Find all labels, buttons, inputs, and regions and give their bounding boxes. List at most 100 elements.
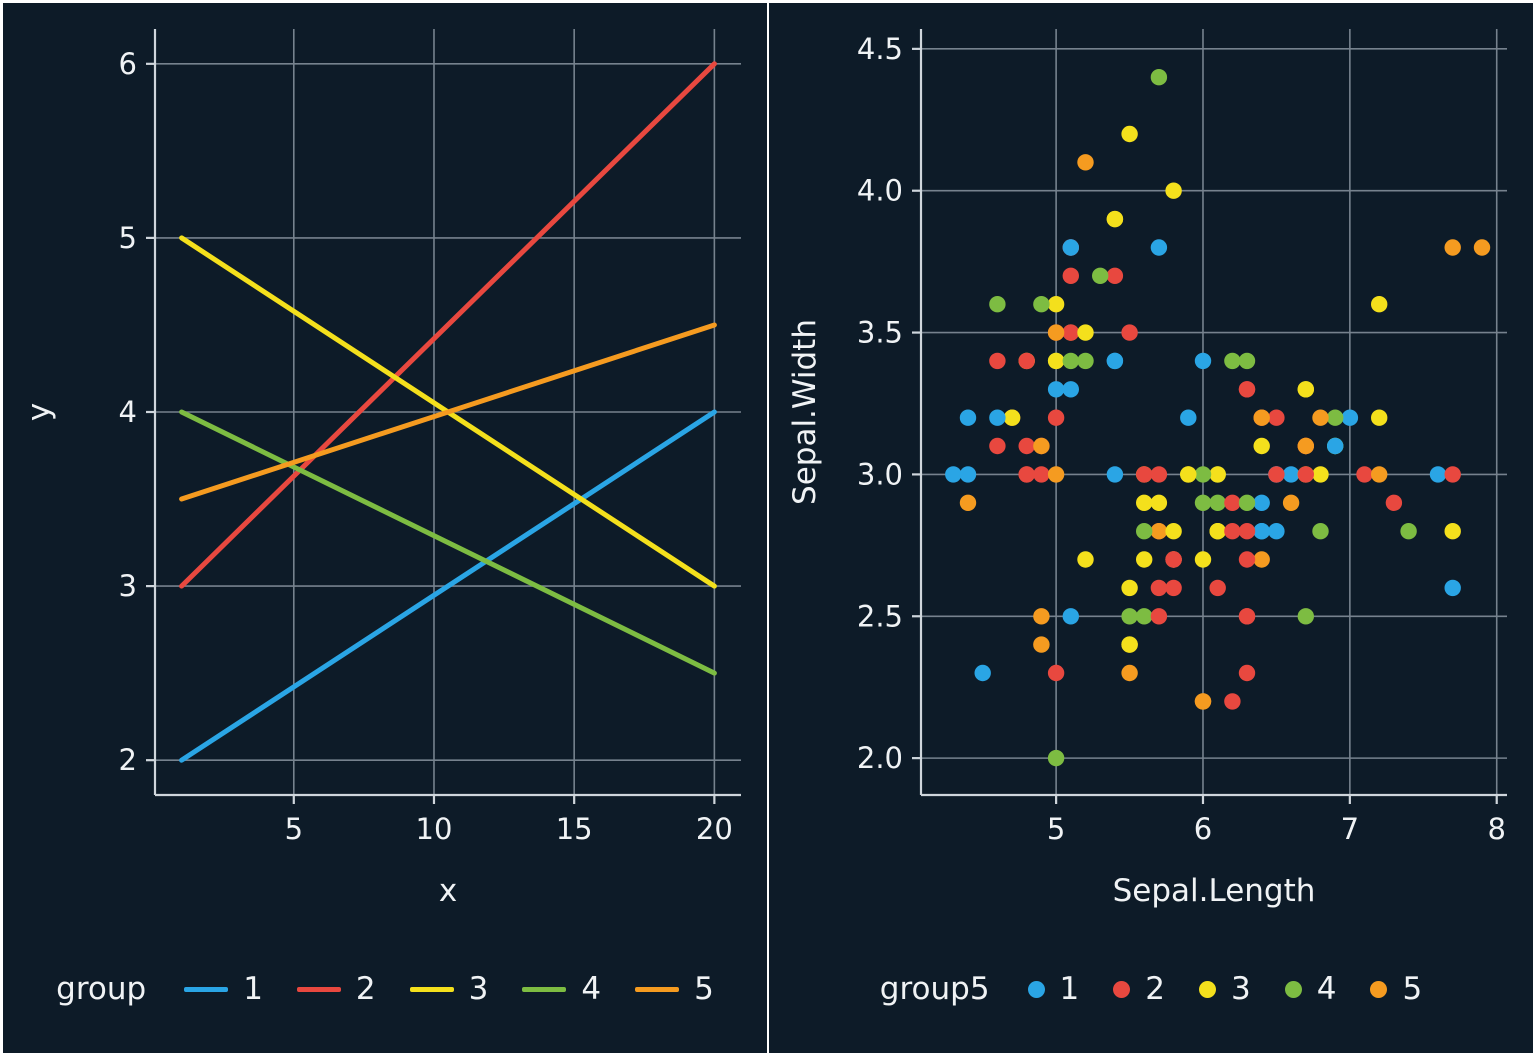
legend-item-label: 1 — [243, 971, 263, 1007]
scatter-point — [1150, 239, 1168, 256]
scatter-point — [1150, 466, 1168, 483]
scatter-point — [1312, 466, 1329, 483]
legend-line-swatch — [635, 986, 680, 992]
legend-item-2: 2 — [296, 971, 376, 1007]
scatter-point — [1268, 466, 1285, 483]
legend-line-swatch — [184, 986, 229, 992]
scatter-point — [1077, 352, 1094, 370]
y-axis-title: Sepal.Width — [787, 319, 823, 505]
scatter-point — [1047, 466, 1065, 483]
y-tick-label: 2.5 — [857, 599, 903, 633]
legend-line-swatch — [522, 986, 567, 992]
legend-item-label: 4 — [581, 971, 602, 1007]
scatter-point — [1136, 494, 1153, 511]
legend-item-3: 3 — [409, 971, 489, 1007]
scatter-point — [1165, 579, 1182, 597]
y-tick-label: 4 — [119, 395, 137, 429]
legend-title: group — [56, 971, 147, 1007]
scatter-point — [1121, 636, 1138, 653]
scatter-point — [1238, 494, 1256, 511]
scatter-point — [1150, 579, 1168, 597]
scatter-point — [1165, 182, 1182, 199]
scatter-point — [1194, 494, 1212, 511]
scatter-point — [1253, 523, 1270, 540]
scatter-point — [1136, 523, 1153, 540]
scatter-point — [1238, 523, 1256, 540]
scatter-point — [1047, 381, 1065, 398]
scatter-point — [1371, 409, 1388, 426]
scatter-point — [1018, 437, 1035, 455]
legend-item-label: 5 — [1402, 971, 1423, 1007]
scatter-point — [1224, 352, 1241, 370]
line-chart: 5 10 15 20 2 3 4 5 6 x y — [21, 29, 741, 909]
scatter-point — [1327, 437, 1344, 455]
scatter-point — [1312, 523, 1329, 540]
scatter-point — [959, 409, 977, 426]
scatter-point — [1121, 579, 1138, 597]
x-tick-label: 5 — [1047, 812, 1065, 846]
scatter-point — [1047, 664, 1065, 682]
scatter-point — [1209, 579, 1226, 597]
legend-dot-swatch — [1199, 980, 1217, 998]
scatter-point — [1429, 466, 1447, 483]
y-axis-title: y — [21, 403, 57, 421]
legend-title: group5 — [879, 971, 990, 1007]
y-tick-label: 2 — [119, 743, 137, 777]
scatter-point — [1033, 296, 1050, 313]
legend-item-label: 3 — [468, 971, 489, 1007]
legend-items: 1 2 3 4 5 — [184, 971, 714, 1007]
scatter-point — [1018, 466, 1035, 483]
scatter-point — [1165, 523, 1182, 540]
legend-dot-swatch — [1113, 980, 1131, 998]
scatter-point — [1224, 494, 1241, 511]
legend-item-5: 5 — [635, 971, 714, 1007]
scatter-point — [1209, 523, 1226, 540]
scatter-point — [1444, 466, 1461, 483]
scatter-point — [1121, 608, 1138, 625]
legend-items: 1 2 3 4 5 — [1027, 971, 1423, 1007]
scatter-point — [1033, 437, 1050, 455]
scatter-point — [1385, 494, 1403, 511]
x-tick-label: 10 — [416, 812, 453, 846]
scatter-point — [1047, 324, 1065, 341]
scatter-point — [1444, 579, 1461, 597]
scatter-point — [1062, 267, 1079, 284]
legend-dot-swatch — [1370, 980, 1388, 998]
panel-divider — [767, 3, 769, 1053]
scatter-point — [1150, 523, 1168, 540]
scatter-point — [1106, 210, 1124, 228]
scatter-point — [1136, 608, 1153, 625]
scatter-point — [1062, 352, 1079, 370]
legend-item-label: 1 — [1059, 971, 1080, 1007]
scatter-point — [1047, 749, 1065, 767]
scatter-point — [1033, 608, 1050, 625]
scatter-point — [1356, 466, 1373, 483]
scatter-chart: 5 6 7 8 2.0 2.5 3.0 3.5 4.0 4.5 Sepal.Length Sepal.… — [787, 29, 1507, 909]
scatter-point — [1194, 466, 1212, 483]
line-series-1 — [179, 409, 717, 763]
legend-item-label: 5 — [694, 971, 714, 1007]
scatter-point — [1106, 352, 1124, 370]
legend-item-label: 2 — [1145, 971, 1166, 1007]
legend-item-4: 4 — [1284, 971, 1336, 1007]
y-tick-label: 5 — [119, 221, 137, 255]
scatter-point — [1136, 466, 1153, 483]
scatter-point — [1209, 466, 1226, 483]
legend-item-3: 3 — [1199, 971, 1251, 1007]
scatter-point — [1371, 466, 1388, 483]
scatter-point — [1077, 324, 1094, 341]
line-series-5 — [179, 322, 717, 502]
scatter-point — [1238, 352, 1256, 370]
scatter-point — [1444, 523, 1461, 540]
legend-item-2: 2 — [1113, 971, 1165, 1007]
scatter-point — [1238, 664, 1256, 682]
scatter-point — [1121, 664, 1138, 682]
line-series-2 — [179, 61, 717, 589]
y-tick-label: 3.0 — [857, 457, 903, 491]
scatter-point — [974, 664, 991, 682]
scatter-point — [1297, 466, 1314, 483]
y-tick-label: 4.5 — [857, 32, 903, 66]
scatter-point — [1033, 636, 1050, 653]
scatter-point — [1121, 324, 1138, 341]
scatter-point — [1224, 523, 1241, 540]
